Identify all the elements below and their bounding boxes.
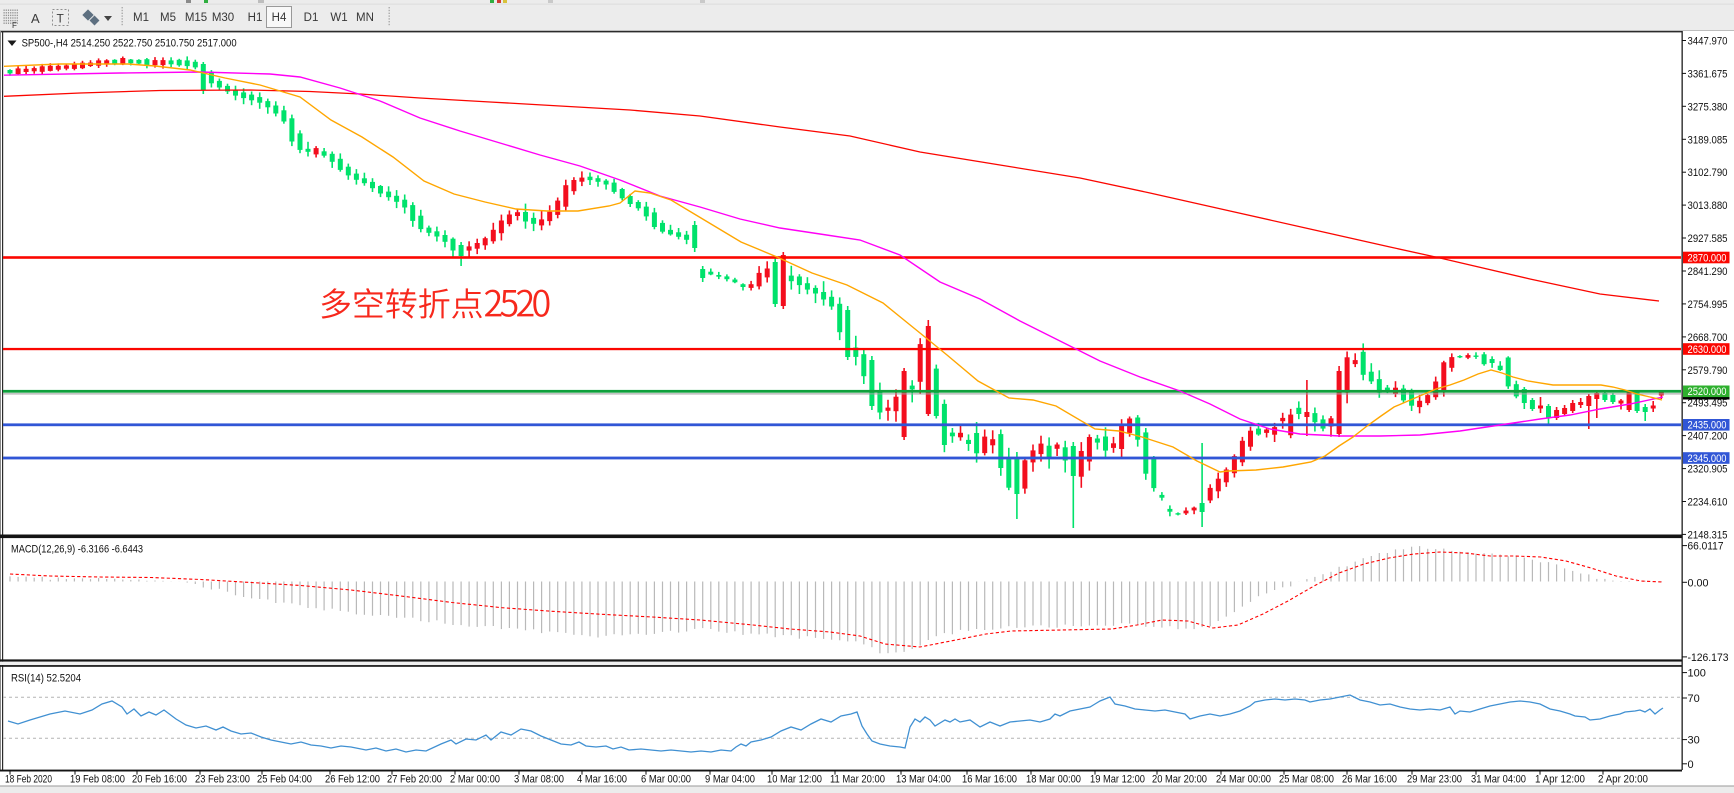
svg-text:18 Mar 00:00: 18 Mar 00:00 bbox=[1026, 774, 1081, 786]
svg-text:10 Mar 12:00: 10 Mar 12:00 bbox=[767, 774, 822, 786]
svg-text:100: 100 bbox=[1688, 668, 1706, 680]
svg-text:H4: H4 bbox=[272, 12, 287, 24]
svg-text:2870.000: 2870.000 bbox=[1688, 252, 1727, 264]
svg-text:M5: M5 bbox=[160, 12, 176, 24]
svg-text:MACD(12,26,9) -6.3166 -6.6443: MACD(12,26,9) -6.3166 -6.6443 bbox=[11, 544, 143, 556]
svg-text:24 Mar 00:00: 24 Mar 00:00 bbox=[1216, 774, 1271, 786]
svg-text:2579.790: 2579.790 bbox=[1688, 365, 1728, 377]
svg-text:18 Feb 2020: 18 Feb 2020 bbox=[5, 774, 52, 786]
svg-text:26 Mar 16:00: 26 Mar 16:00 bbox=[1342, 774, 1397, 786]
svg-text:11 Mar 20:00: 11 Mar 20:00 bbox=[830, 774, 885, 786]
svg-text:66.0117: 66.0117 bbox=[1688, 541, 1724, 553]
svg-text:2320.905: 2320.905 bbox=[1688, 464, 1728, 476]
svg-text:0: 0 bbox=[1688, 759, 1694, 771]
svg-text:16 Mar 16:00: 16 Mar 16:00 bbox=[962, 774, 1017, 786]
svg-text:2520.000: 2520.000 bbox=[1688, 386, 1727, 398]
svg-text:3189.085: 3189.085 bbox=[1688, 134, 1728, 146]
svg-text:9 Mar 04:00: 9 Mar 04:00 bbox=[705, 774, 755, 786]
svg-text:-126.173: -126.173 bbox=[1688, 652, 1729, 664]
svg-text:2 Mar 00:00: 2 Mar 00:00 bbox=[450, 774, 500, 786]
svg-text:3102.790: 3102.790 bbox=[1688, 167, 1728, 179]
svg-text:M30: M30 bbox=[212, 12, 234, 24]
svg-text:13 Mar 04:00: 13 Mar 04:00 bbox=[896, 774, 951, 786]
svg-text:20 Mar 20:00: 20 Mar 20:00 bbox=[1152, 774, 1207, 786]
svg-text:2927.585: 2927.585 bbox=[1688, 233, 1728, 245]
svg-text:2630.000: 2630.000 bbox=[1688, 344, 1727, 356]
svg-text:26 Feb 12:00: 26 Feb 12:00 bbox=[325, 774, 380, 786]
svg-text:3013.880: 3013.880 bbox=[1688, 200, 1728, 212]
svg-text:20 Feb 16:00: 20 Feb 16:00 bbox=[132, 774, 187, 786]
svg-text:H1: H1 bbox=[248, 12, 263, 24]
svg-text:2493.495: 2493.495 bbox=[1688, 398, 1728, 410]
svg-text:70: 70 bbox=[1688, 693, 1700, 705]
svg-text:3 Mar 08:00: 3 Mar 08:00 bbox=[514, 774, 564, 786]
svg-text:1 Apr 12:00: 1 Apr 12:00 bbox=[1535, 774, 1585, 786]
svg-text:W1: W1 bbox=[330, 12, 347, 24]
svg-text:2754.995: 2754.995 bbox=[1688, 299, 1728, 311]
svg-text:RSI(14) 52.5204: RSI(14) 52.5204 bbox=[11, 673, 81, 685]
svg-text:T: T bbox=[57, 12, 65, 26]
svg-text:2668.700: 2668.700 bbox=[1688, 332, 1728, 344]
svg-text:31 Mar 04:00: 31 Mar 04:00 bbox=[1471, 774, 1526, 786]
svg-text:2841.290: 2841.290 bbox=[1688, 266, 1728, 278]
svg-text:F: F bbox=[12, 21, 17, 30]
svg-text:19 Feb 08:00: 19 Feb 08:00 bbox=[70, 774, 125, 786]
svg-text:6 Mar 00:00: 6 Mar 00:00 bbox=[641, 774, 691, 786]
svg-text:SP500-,H4 2514.250 2522.750 2: SP500-,H4 2514.250 2522.750 2510.750 251… bbox=[22, 37, 237, 49]
svg-text:D1: D1 bbox=[304, 12, 319, 24]
svg-text:2 Apr 20:00: 2 Apr 20:00 bbox=[1598, 774, 1648, 786]
svg-text:2345.000: 2345.000 bbox=[1688, 453, 1727, 465]
svg-text:2148.315: 2148.315 bbox=[1688, 529, 1728, 541]
svg-text:2435.000: 2435.000 bbox=[1688, 420, 1727, 432]
svg-text:25 Mar 08:00: 25 Mar 08:00 bbox=[1279, 774, 1334, 786]
svg-text:27 Feb 20:00: 27 Feb 20:00 bbox=[387, 774, 442, 786]
svg-text:30: 30 bbox=[1688, 735, 1700, 747]
svg-text:2234.610: 2234.610 bbox=[1688, 497, 1728, 509]
svg-text:25 Feb 04:00: 25 Feb 04:00 bbox=[257, 774, 312, 786]
svg-text:3361.675: 3361.675 bbox=[1688, 68, 1728, 80]
svg-text:3275.380: 3275.380 bbox=[1688, 101, 1728, 113]
svg-text:MN: MN bbox=[356, 12, 374, 24]
svg-text:M15: M15 bbox=[185, 12, 207, 24]
svg-text:19 Mar 12:00: 19 Mar 12:00 bbox=[1090, 774, 1145, 786]
svg-text:4 Mar 16:00: 4 Mar 16:00 bbox=[577, 774, 627, 786]
svg-text:0.00: 0.00 bbox=[1688, 577, 1709, 589]
svg-text:A: A bbox=[31, 11, 40, 26]
svg-text:23 Feb 23:00: 23 Feb 23:00 bbox=[195, 774, 250, 786]
svg-text:M1: M1 bbox=[133, 12, 149, 24]
svg-text:29 Mar 23:00: 29 Mar 23:00 bbox=[1407, 774, 1462, 786]
svg-text:3447.970: 3447.970 bbox=[1688, 36, 1728, 48]
svg-text:2407.200: 2407.200 bbox=[1688, 431, 1728, 443]
